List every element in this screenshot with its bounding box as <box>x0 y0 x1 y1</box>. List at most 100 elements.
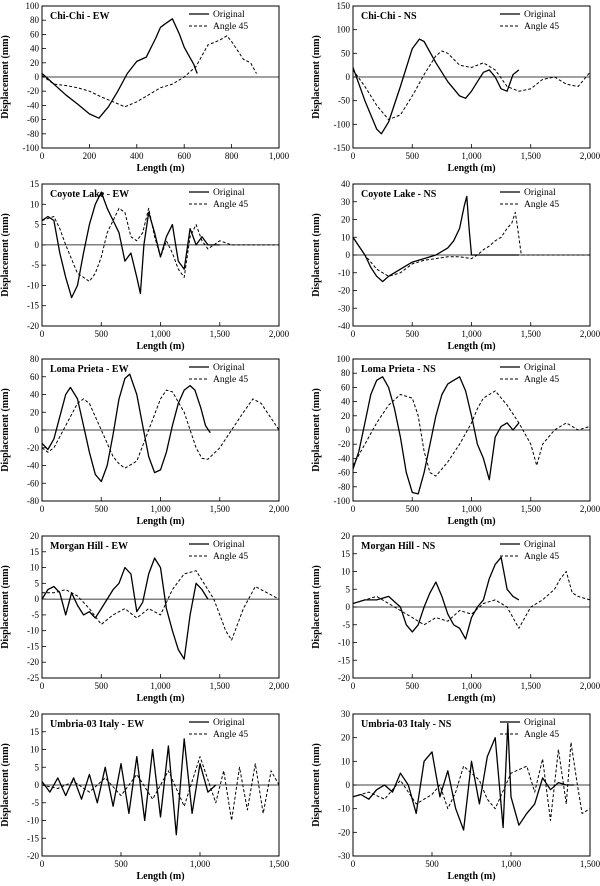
y-tick-label: 15 <box>30 727 40 737</box>
chart-panel-9: -20 -15 -10 -5 0 5 10 15 20 0 500 1,000 1,500 Length … <box>0 709 290 882</box>
legend-label: Angle 45 <box>524 730 559 740</box>
y-tick-label: 20 <box>341 531 351 541</box>
x-tick-label: 2,000 <box>269 681 290 691</box>
y-tick-label: -15 <box>338 655 350 665</box>
x-tick-label: 1,000 <box>269 151 290 161</box>
y-tick-label: 20 <box>30 531 40 541</box>
y-tick-label: 5 <box>35 762 40 772</box>
y-tick-label: -50 <box>338 96 350 106</box>
y-tick-label: 80 <box>341 368 351 378</box>
chart-title: Morgan Hill - EW <box>50 541 128 552</box>
legend-label: Original <box>213 188 245 198</box>
y-tick-label: 0 <box>35 780 40 790</box>
series-line-angle-45 <box>353 211 590 277</box>
y-tick-label: 5 <box>346 584 351 594</box>
y-tick-label: 60 <box>341 382 351 392</box>
series-line-original <box>42 738 217 836</box>
chart-title: Coyote Lake - EW <box>50 189 129 200</box>
x-tick-label: 1,500 <box>521 151 542 161</box>
y-tick-label: -40 <box>338 321 350 331</box>
y-tick-label: 0 <box>346 250 351 260</box>
y-tick-label: -10 <box>338 268 350 278</box>
x-tick-label: 0 <box>40 151 45 161</box>
y-tick-label: 10 <box>30 563 40 573</box>
series-line-original <box>353 556 520 640</box>
legend-label: Angle 45 <box>213 22 248 32</box>
y-tick-label: -10 <box>338 804 350 814</box>
x-tick-label: 2,000 <box>269 329 290 339</box>
y-tick-label: -10 <box>27 280 39 290</box>
y-tick-label: -80 <box>27 496 39 506</box>
y-tick-label: 5 <box>35 578 40 588</box>
x-tick-label: 1,500 <box>521 504 542 514</box>
chart-panel-4: -40 -30 -20 -10 0 10 20 30 40 0 500 1,000 1,500 2,000… <box>311 179 600 352</box>
series-line-angle-45 <box>42 756 279 821</box>
y-tick-label: 100 <box>337 354 351 364</box>
y-tick-label: 0 <box>346 602 351 612</box>
y-tick-label: -5 <box>32 260 40 270</box>
y-tick-label: 40 <box>30 390 40 400</box>
y-axis-label: Displacement (mm) <box>0 565 11 649</box>
y-tick-label: 40 <box>341 397 351 407</box>
legend-label: Original <box>213 363 245 373</box>
series-line-original <box>42 373 211 483</box>
x-tick-label: 500 <box>95 681 109 691</box>
x-tick-label: 0 <box>40 329 45 339</box>
y-tick-label: 10 <box>341 232 351 242</box>
x-tick-label: 1,500 <box>269 859 290 869</box>
legend-label: Angle 45 <box>524 552 559 562</box>
legend-label: Original <box>524 10 556 20</box>
y-tick-label: 20 <box>341 215 351 225</box>
y-tick-label: -30 <box>338 303 350 313</box>
y-tick-label: -5 <box>343 620 351 630</box>
x-tick-label: 500 <box>406 504 420 514</box>
x-tick-label: 1,000 <box>150 329 171 339</box>
y-tick-label: 100 <box>26 1 40 11</box>
x-tick-label: 0 <box>40 504 45 514</box>
x-tick-label: 1,000 <box>461 329 482 339</box>
y-tick-label: -25 <box>27 673 39 683</box>
x-tick-label: 1,500 <box>210 329 231 339</box>
y-tick-label: 30 <box>341 709 351 719</box>
y-tick-label: -15 <box>27 301 39 311</box>
y-tick-label: 10 <box>30 199 40 209</box>
x-axis-label: Length (m) <box>447 871 495 882</box>
y-tick-label: 0 <box>346 425 351 435</box>
y-tick-label: -60 <box>27 478 39 488</box>
y-tick-label: -10 <box>27 626 39 636</box>
y-tick-label: 60 <box>30 29 40 39</box>
x-tick-label: 1,500 <box>521 329 542 339</box>
chart-panel-7: -25 -20 -15 -10 -5 0 5 10 15 20 0 500 1,000 1,500 2,00… <box>0 531 290 704</box>
y-tick-label: 20 <box>30 709 40 719</box>
y-tick-label: -5 <box>32 610 40 620</box>
x-tick-label: 0 <box>351 329 356 339</box>
y-tick-label: -60 <box>338 468 350 478</box>
y-tick-label: -20 <box>27 86 39 96</box>
legend-label: Original <box>524 363 556 373</box>
x-tick-label: 500 <box>406 151 420 161</box>
legend-label: Angle 45 <box>213 552 248 562</box>
y-tick-label: -20 <box>27 657 39 667</box>
y-tick-label: 0 <box>35 72 40 82</box>
legend-label: Original <box>213 718 245 728</box>
x-axis-label: Length (m) <box>447 163 495 174</box>
series-line-original <box>353 38 520 135</box>
legend-label: Angle 45 <box>524 22 559 32</box>
chart-title: Loma Prieta - EW <box>50 364 129 375</box>
x-tick-label: 500 <box>114 859 128 869</box>
y-tick-label: -100 <box>23 143 40 153</box>
y-tick-label: -100 <box>334 496 351 506</box>
y-tick-label: 20 <box>30 407 40 417</box>
y-tick-label: -60 <box>27 115 39 125</box>
x-tick-label: 2,000 <box>580 329 600 339</box>
y-tick-label: 10 <box>341 756 351 766</box>
y-axis-label: Displacement (mm) <box>0 213 11 297</box>
series-line-angle-45 <box>353 571 590 629</box>
chart-panel-2: -150 -100 -50 0 50 100 150 0 500 1,000 1,500 2,000 L… <box>311 1 600 174</box>
y-tick-label: 100 <box>337 25 351 35</box>
x-tick-label: 1,000 <box>150 681 171 691</box>
y-tick-label: -20 <box>338 439 350 449</box>
y-axis-label: Displacement (mm) <box>0 743 11 827</box>
x-tick-label: 1,000 <box>461 681 482 691</box>
chart-panel-6: -100 -80 -60 -40 -20 0 20 40 60 80 100 0 500 1,000 1,5… <box>311 354 600 527</box>
